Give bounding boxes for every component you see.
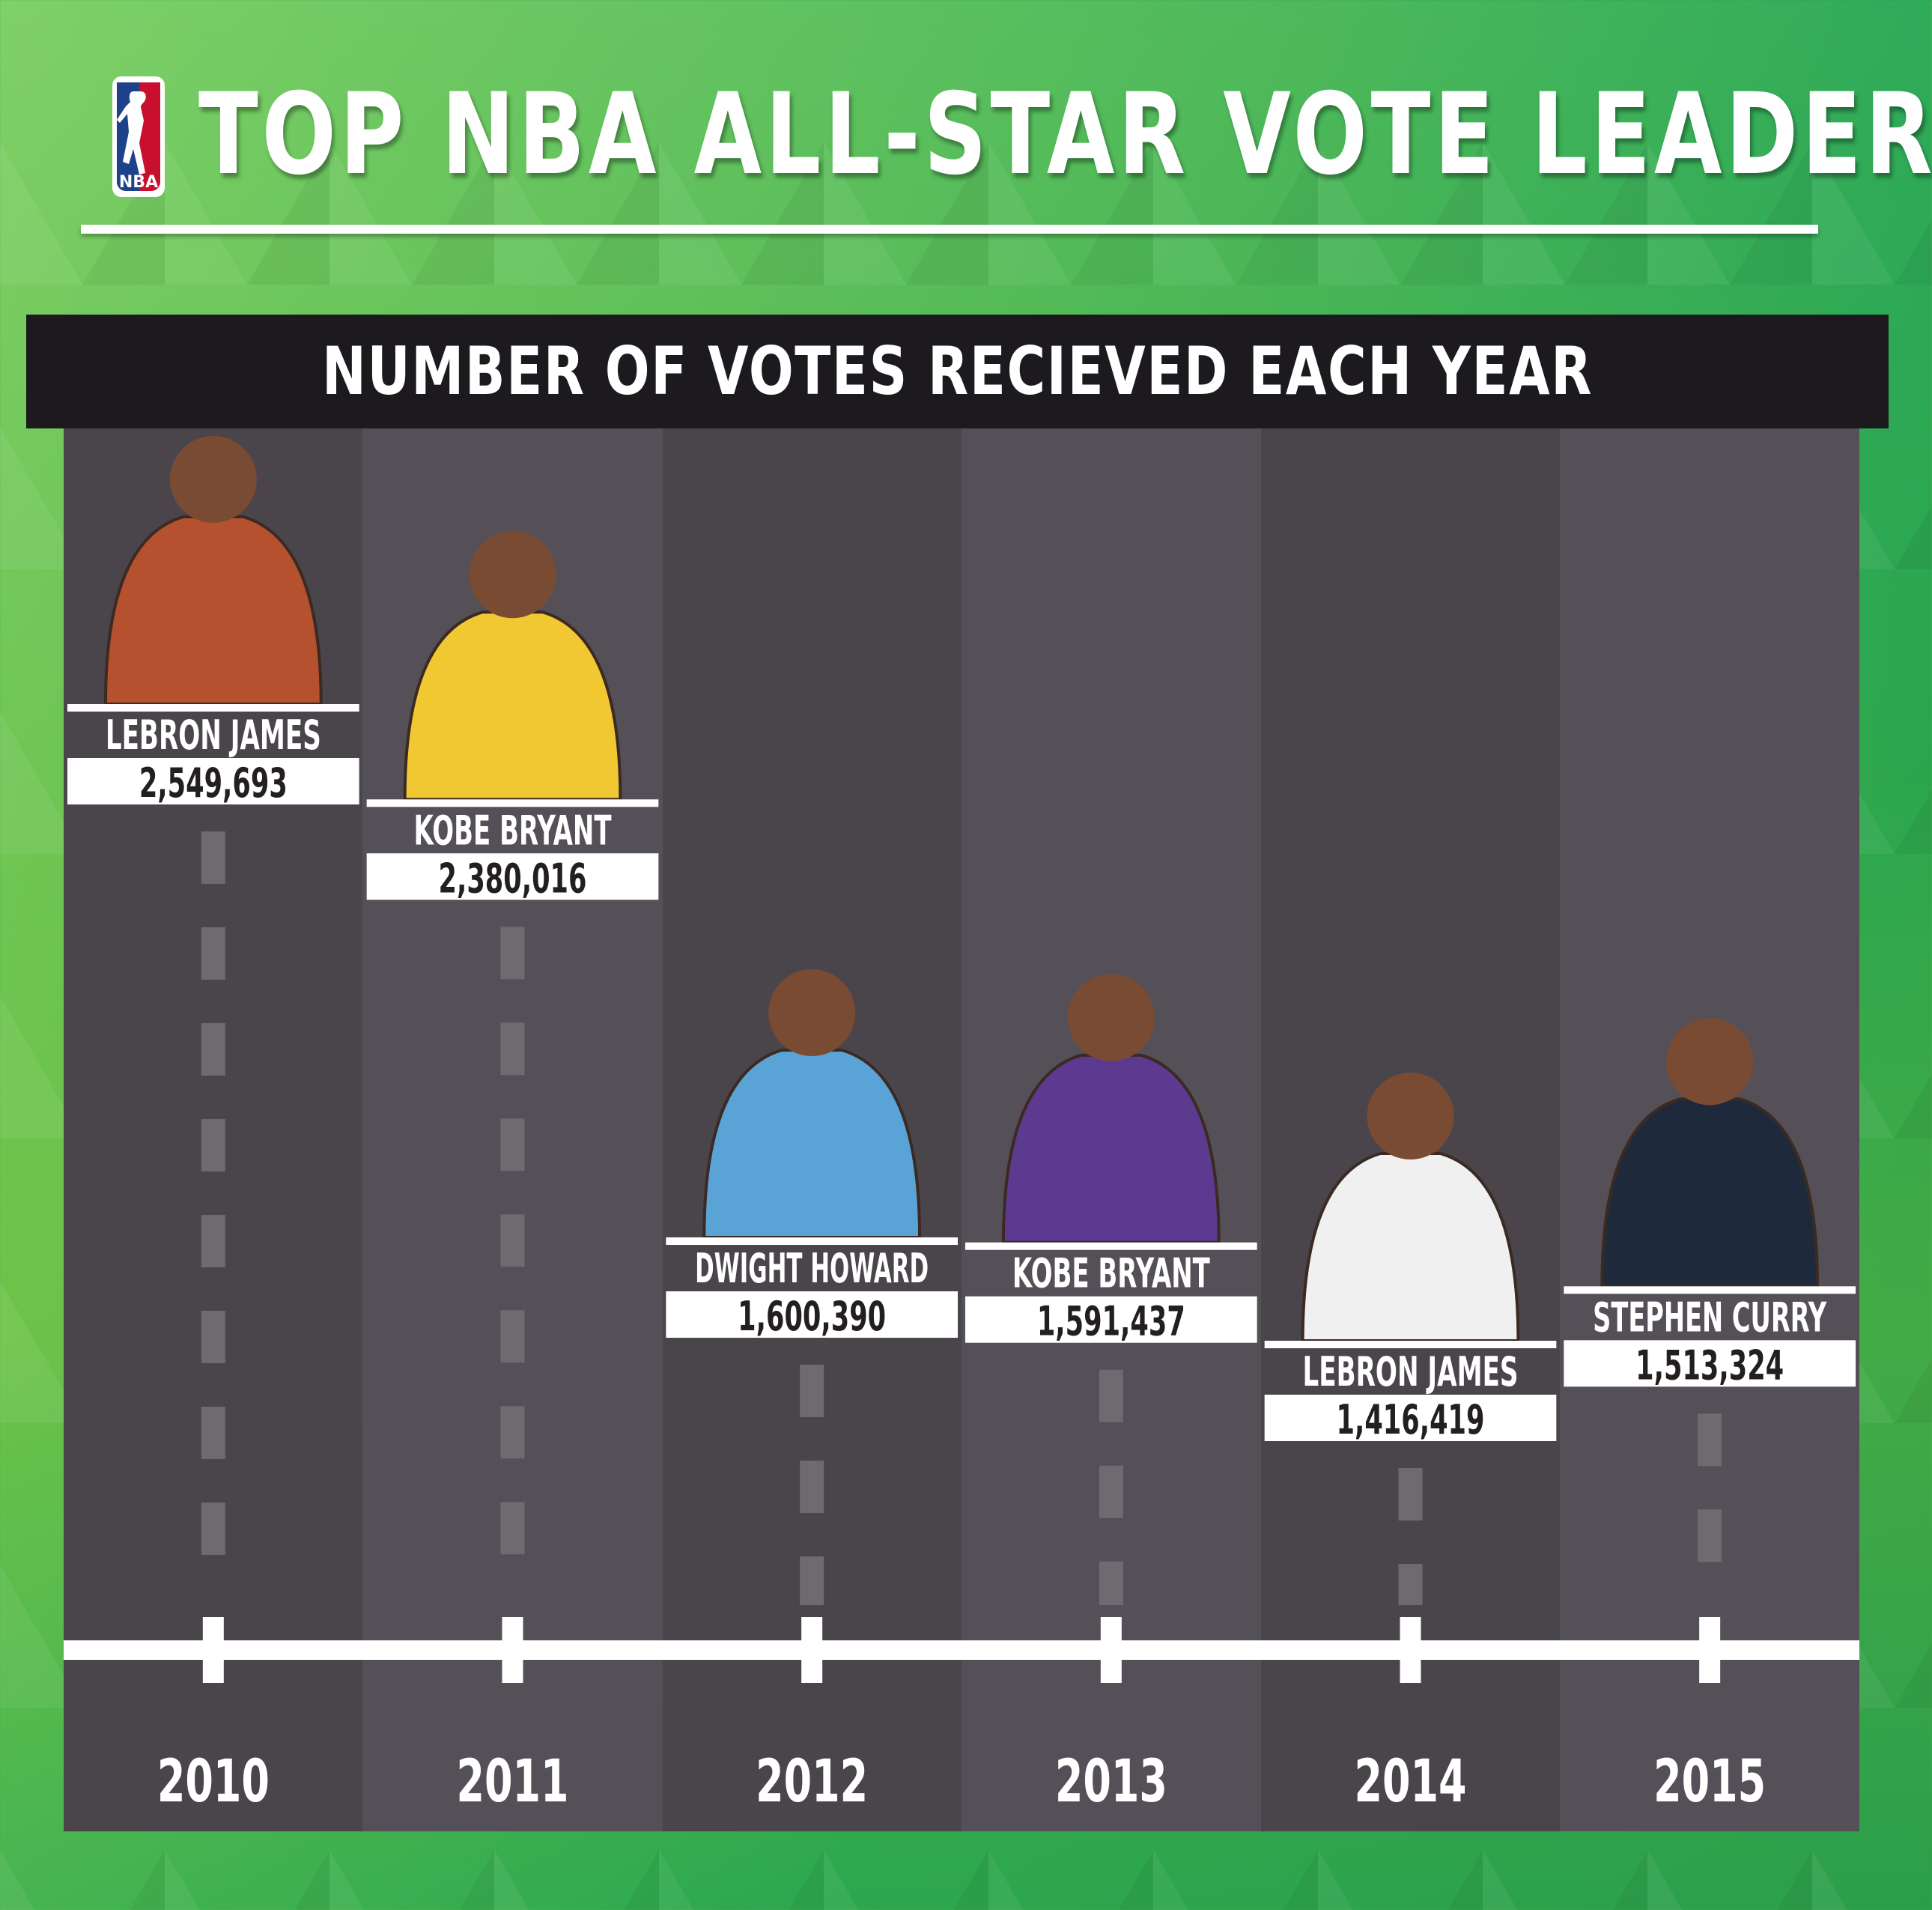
player-jersey (1301, 1152, 1520, 1342)
connector-dash (1099, 1561, 1123, 1605)
player-head (1067, 974, 1155, 1061)
player-name-label: KOBE BRYANT (1012, 1250, 1210, 1297)
label-top-rule (1564, 1286, 1856, 1294)
connector-dash (201, 1215, 225, 1267)
axis-tick (502, 1617, 523, 1683)
label-top-rule (1264, 1341, 1557, 1348)
vote-count-box (1264, 1395, 1557, 1441)
label-top-rule (67, 704, 359, 712)
connector-dash (1398, 1468, 1423, 1521)
connector-dash (500, 1406, 525, 1459)
connector-dash (1698, 1413, 1722, 1467)
connector-dash (1698, 1509, 1722, 1562)
vote-count-label: 2,380,016 (439, 855, 587, 902)
player-jersey (702, 1049, 922, 1240)
connector-dash (800, 1461, 824, 1514)
vote-count-box (965, 1296, 1257, 1343)
nba-logo-icon: NBA (112, 76, 165, 197)
connector-dash (201, 1407, 225, 1459)
label-top-rule (366, 799, 659, 807)
title-divider (81, 225, 1818, 234)
connector-dash (500, 1310, 525, 1363)
connector-dash (201, 831, 225, 884)
connector-dash (1398, 1564, 1423, 1605)
axis-tick (1100, 1617, 1122, 1683)
axis-tick (1699, 1617, 1721, 1683)
player-jersey (1001, 1053, 1221, 1244)
year-label-2015: 2015 (1653, 1748, 1766, 1816)
connector-dash (800, 1365, 824, 1418)
axis-tick (202, 1617, 224, 1683)
player-name-label: DWIGHT HOWARD (695, 1245, 929, 1292)
vote-count-box (666, 1291, 958, 1338)
year-label-2013: 2013 (1055, 1748, 1167, 1816)
connector-dash (1099, 1465, 1123, 1518)
player-jersey (403, 610, 622, 801)
player-photo-2010 (103, 436, 323, 706)
connector-dash (201, 927, 225, 980)
axis-tick (801, 1617, 823, 1683)
timeline-axis (64, 1617, 1859, 1683)
label-top-rule (666, 1237, 958, 1246)
connector-dash (800, 1556, 824, 1605)
vote-count-label: 1,513,324 (1635, 1341, 1784, 1389)
vote-count-box (67, 758, 359, 804)
player-photo-2013 (1001, 974, 1221, 1244)
vote-count-box (1564, 1340, 1856, 1387)
chart-title: NUMBER OF VOTES RECIEVED EACH YEAR (321, 333, 1594, 410)
connector-dash (201, 1503, 225, 1555)
connector-dash (500, 1214, 525, 1267)
chart-header-bar: NUMBER OF VOTES RECIEVED EACH YEAR (26, 315, 1889, 428)
timeline-line (64, 1640, 1859, 1660)
player-jersey (103, 515, 323, 706)
vote-count-label: 1,600,390 (738, 1293, 886, 1340)
vote-count-label: 1,416,419 (1337, 1396, 1485, 1443)
year-panels (64, 428, 1859, 1831)
connector-dash (201, 1311, 225, 1363)
player-head (169, 436, 257, 523)
player-head (469, 531, 556, 619)
year-label-2010: 2010 (157, 1748, 270, 1816)
player-head (768, 969, 856, 1057)
player-photo-2011 (403, 531, 622, 801)
label-top-rule (965, 1242, 1257, 1250)
connector-dash (500, 1022, 525, 1076)
player-jersey (1600, 1097, 1820, 1288)
player-name-label: LEBRON JAMES (1303, 1348, 1519, 1395)
vote-count-label: 2,549,693 (139, 760, 288, 807)
connector-dash (201, 1119, 225, 1171)
player-name-label: KOBE BRYANT (414, 807, 612, 854)
connector-dash (1099, 1369, 1123, 1422)
connector-dash (500, 1118, 525, 1171)
connector-dash (500, 927, 525, 980)
player-name-label: STEPHEN CURRY (1593, 1294, 1827, 1341)
axis-tick (1400, 1617, 1421, 1683)
player-name-label: LEBRON JAMES (106, 712, 321, 759)
vote-count-label: 1,591,437 (1037, 1298, 1185, 1345)
year-label-2011: 2011 (457, 1748, 569, 1816)
player-head (1367, 1073, 1454, 1159)
vote-count-box (366, 853, 659, 900)
player-head (1666, 1018, 1754, 1106)
connector-dash (201, 1023, 225, 1076)
connector-dashes (201, 831, 1722, 1605)
player-photo-2014 (1301, 1073, 1520, 1342)
svg-text:NBA: NBA (119, 173, 158, 192)
year-label-2014: 2014 (1355, 1748, 1467, 1816)
player-photo-2012 (702, 969, 922, 1240)
connector-dash (500, 1502, 525, 1555)
year-label-2012: 2012 (756, 1748, 868, 1816)
player-photo-2015 (1600, 1018, 1820, 1288)
